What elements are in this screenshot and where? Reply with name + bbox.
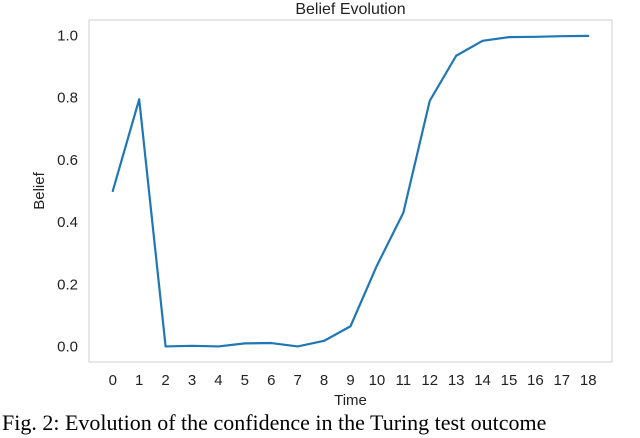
x-tick-label: 16 bbox=[527, 372, 544, 389]
x-tick-label: 5 bbox=[241, 372, 249, 389]
plot-frame bbox=[88, 19, 613, 363]
x-tick-label: 7 bbox=[293, 372, 301, 389]
figure-caption: Fig. 2: Evolution of the confidence in t… bbox=[2, 410, 547, 435]
x-tick-label: 14 bbox=[474, 372, 491, 389]
y-tick-label: 0.0 bbox=[57, 338, 78, 355]
chart-title: Belief Evolution bbox=[295, 1, 405, 18]
x-tick-label: 8 bbox=[320, 372, 328, 389]
x-tick-label: 3 bbox=[188, 372, 196, 389]
y-tick-label: 0.2 bbox=[57, 276, 78, 293]
x-tick-label: 6 bbox=[267, 372, 275, 389]
x-tick-label: 18 bbox=[580, 372, 597, 389]
y-tick-label: 0.8 bbox=[57, 90, 78, 107]
x-tick-label: 0 bbox=[109, 372, 117, 389]
x-tick-label: 4 bbox=[214, 372, 222, 389]
y-tick-label: 1.0 bbox=[57, 28, 78, 45]
y-axis-label: Belief bbox=[31, 171, 48, 209]
belief-series-line bbox=[111, 34, 590, 348]
x-tick-label: 10 bbox=[369, 372, 386, 389]
y-tick-label: 0.4 bbox=[57, 214, 78, 231]
x-tick-label: 1 bbox=[135, 372, 143, 389]
x-tick-label: 12 bbox=[421, 372, 438, 389]
x-tick-label: 17 bbox=[553, 372, 570, 389]
x-tick-label: 13 bbox=[448, 372, 465, 389]
x-tick-label: 9 bbox=[346, 372, 354, 389]
x-tick-label: 15 bbox=[501, 372, 518, 389]
y-tick-label: 0.6 bbox=[57, 152, 78, 169]
x-tick-label: 2 bbox=[161, 372, 169, 389]
x-tick-label: 11 bbox=[396, 372, 412, 389]
x-axis-label: Time bbox=[334, 392, 367, 409]
